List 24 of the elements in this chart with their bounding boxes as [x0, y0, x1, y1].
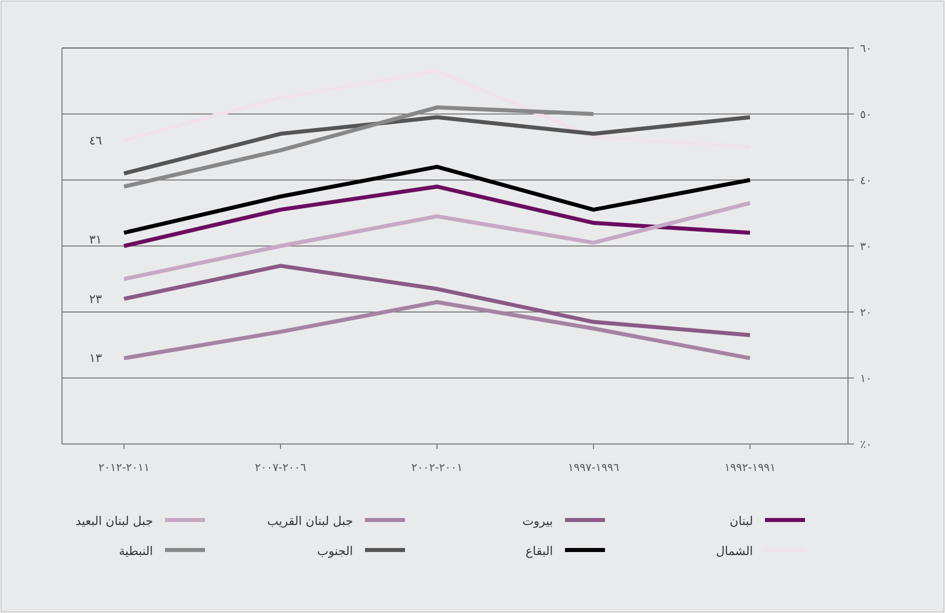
y-tick-label: ٢٠ — [860, 306, 872, 319]
y-tick-label: ٣٠ — [860, 240, 872, 253]
x-tick-label: ٢٠١١-٢٠١٢ — [98, 461, 150, 474]
legend-label: جبل لبنان القريب — [267, 514, 353, 528]
y-tick-label: ٤٠ — [860, 174, 872, 187]
x-tick-label: ١٩٩١-١٩٩٢ — [724, 461, 776, 474]
legend-label: جبل لبنان البعيد — [76, 514, 153, 528]
x-tick-label: ١٩٩٦-١٩٩٧ — [568, 461, 620, 474]
annotation: ٣١ — [89, 232, 102, 246]
x-tick-label: ٢٠٠١-٢٠٠٢ — [411, 461, 463, 474]
legend-label: الجنوب — [317, 544, 353, 558]
legend-label: الشمال — [716, 544, 753, 558]
y-tick-label: ٪٠ — [860, 438, 872, 451]
annotation: ٢٣ — [89, 292, 103, 306]
annotation: ١٣ — [89, 351, 103, 366]
y-tick-label: ٦٠ — [860, 42, 872, 55]
y-tick-label: ١٠ — [860, 372, 872, 385]
legend-label: البقاع — [526, 544, 553, 558]
annotation: ٤٦ — [89, 133, 102, 148]
legend-label: النبطية — [118, 544, 153, 558]
y-tick-label: ٥٠ — [860, 108, 872, 121]
x-tick-label: ٢٠٠٦-٢٠٠٧ — [254, 461, 306, 474]
legend-label: لبنان — [730, 514, 753, 528]
legend-label: بيروت — [522, 514, 553, 528]
